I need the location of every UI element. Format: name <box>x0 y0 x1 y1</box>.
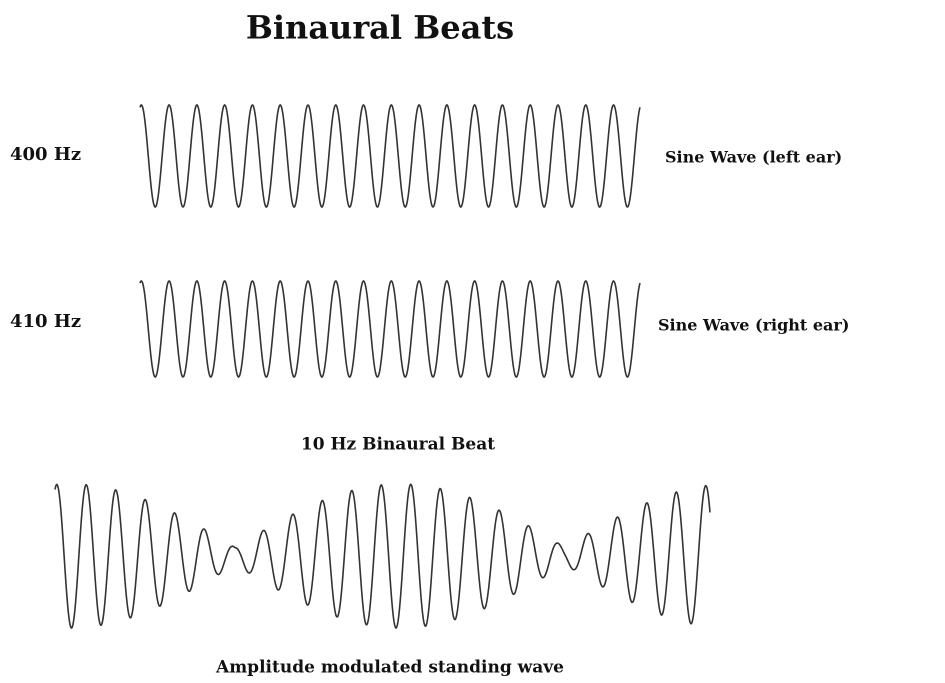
beat-wave <box>54 483 711 630</box>
title: Binaural Beats <box>246 9 514 47</box>
sine-wave <box>139 104 641 208</box>
frequency-label: 400 Hz <box>10 144 81 165</box>
frequency-label: 410 Hz <box>10 311 81 332</box>
wave-description: Sine Wave (left ear) <box>665 148 842 167</box>
beat-label: 10 Hz Binaural Beat <box>301 435 495 455</box>
sine-wave <box>139 280 641 378</box>
wave-description: Sine Wave (right ear) <box>658 316 849 335</box>
beat-caption: Amplitude modulated standing wave <box>215 658 564 678</box>
